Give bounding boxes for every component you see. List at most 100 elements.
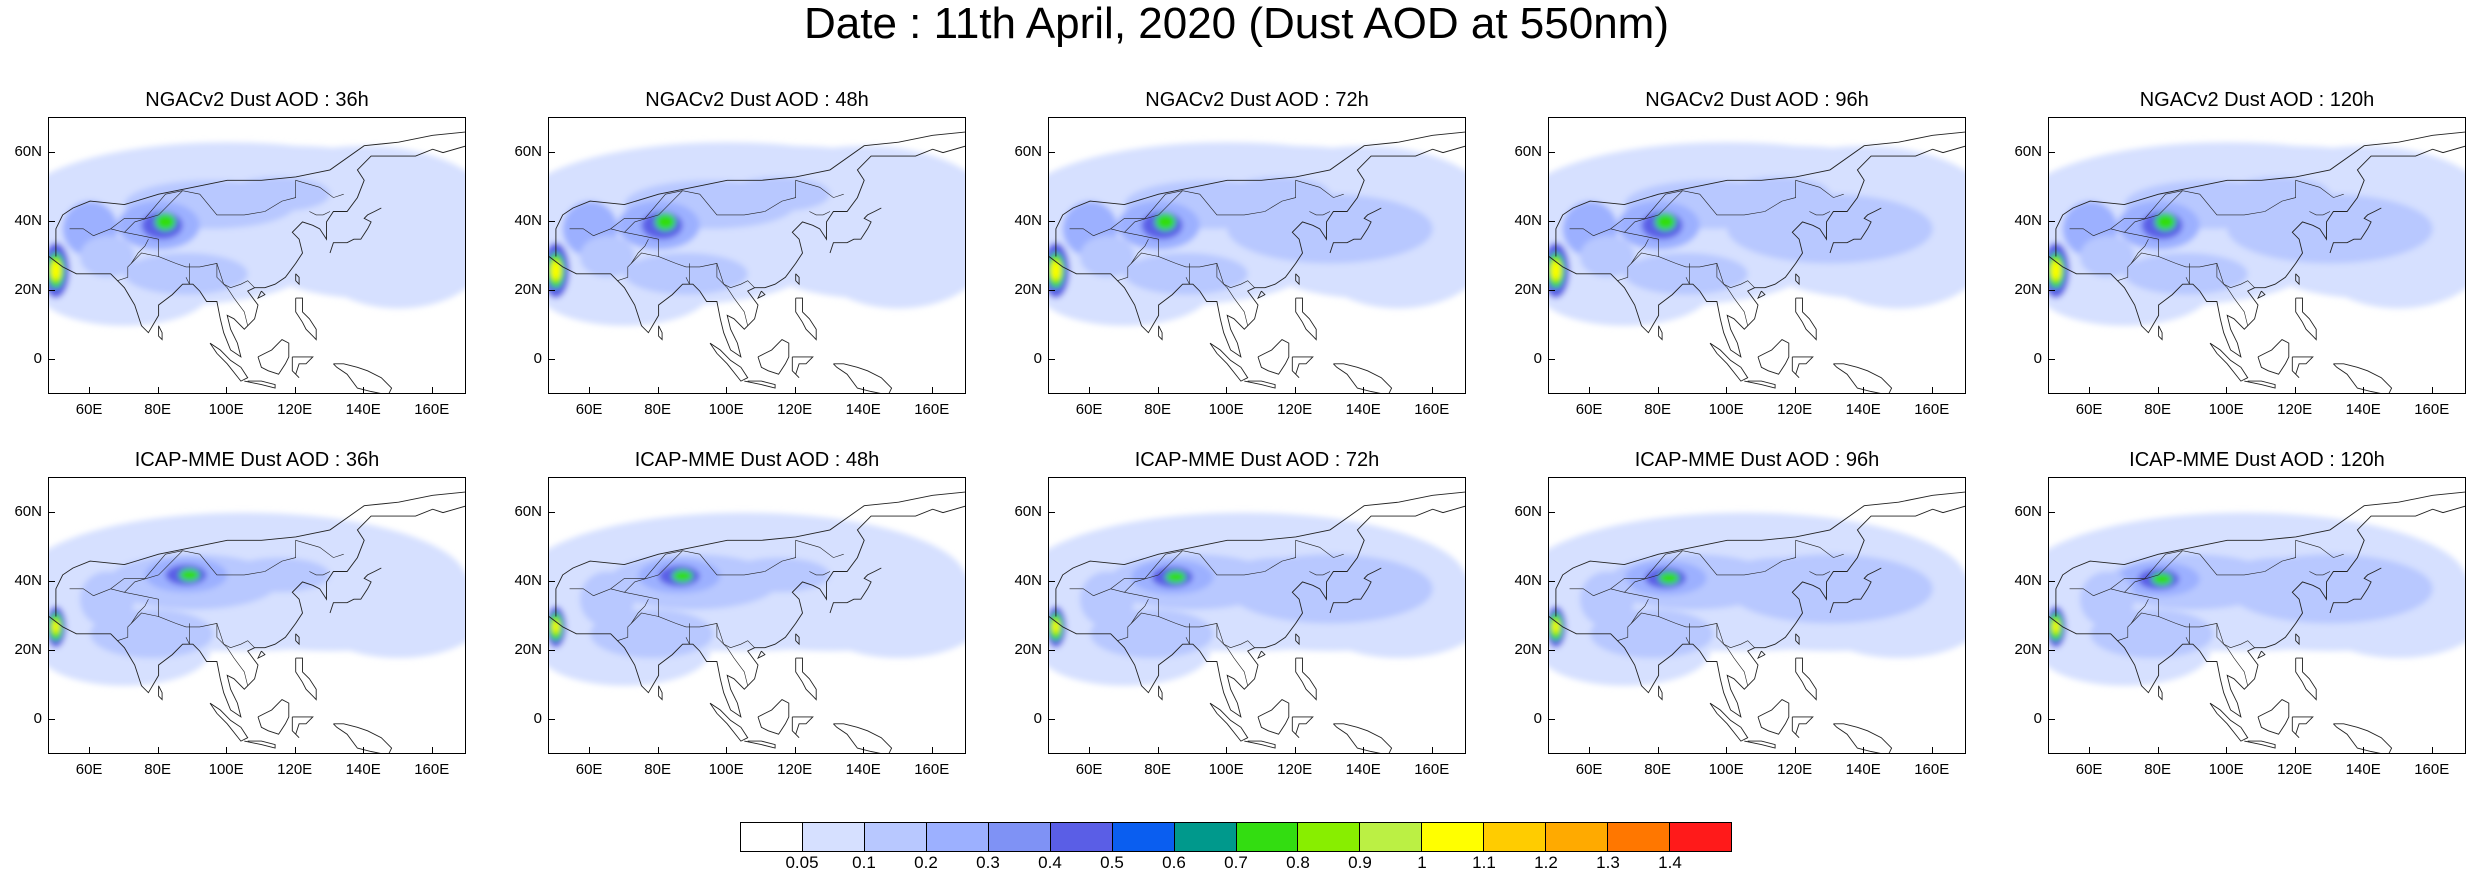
country-border — [93, 228, 255, 289]
country-border — [1593, 228, 1755, 289]
x-tick-label: 140E — [345, 761, 381, 778]
x-tick — [589, 387, 591, 394]
colorbar-box — [741, 823, 803, 851]
colorbar-box — [1422, 823, 1485, 851]
country-border — [1309, 571, 1331, 576]
country-border — [185, 263, 190, 285]
panel-title: ICAP-MME Dust AOD : 120h — [2129, 449, 2385, 471]
y-tick-label: 20N — [514, 641, 542, 659]
coastline — [295, 273, 300, 286]
country-border — [569, 588, 594, 596]
dust-aod-map — [2049, 491, 2465, 753]
country-border — [716, 263, 748, 326]
coastline — [2209, 342, 2249, 382]
dust-aod-map — [49, 491, 465, 753]
country-border — [124, 179, 344, 233]
country-border — [130, 599, 149, 624]
x-tick — [1863, 387, 1865, 394]
aod-blob — [2227, 194, 2433, 264]
country-border — [593, 228, 755, 289]
country-border — [1216, 263, 1248, 326]
coastline — [257, 650, 266, 660]
coastline — [2257, 699, 2290, 735]
y-tick — [1548, 511, 1555, 513]
x-tick — [431, 387, 433, 394]
x-tick-label: 100E — [1708, 761, 1744, 778]
x-tick — [1089, 747, 1091, 754]
y-tick — [1548, 719, 1555, 721]
country-border — [2069, 588, 2094, 596]
dust-aod-map — [1549, 491, 1965, 753]
y-tick-label: 60N — [2014, 142, 2042, 160]
country-border — [1716, 623, 1748, 686]
map-frame — [2048, 117, 2466, 394]
coastline — [333, 723, 393, 753]
aod-field — [549, 142, 965, 326]
coastline — [1049, 505, 1465, 718]
coastline — [555, 131, 965, 257]
y-tick — [48, 290, 55, 292]
coastline — [1257, 339, 1290, 375]
aod-blob — [1655, 213, 1676, 231]
x-tick-label: 100E — [2208, 401, 2244, 418]
y-tick-label: 0 — [1533, 350, 1542, 368]
coastline — [1829, 567, 1882, 614]
aod-blob — [1579, 571, 1635, 627]
x-tick-label: 60E — [75, 401, 103, 418]
y-tick-label: 40N — [2014, 211, 2042, 229]
coastline — [1795, 297, 1817, 341]
x-tick-label: 100E — [2208, 761, 2244, 778]
colorbar-box — [1546, 823, 1609, 851]
y-tick — [1548, 220, 1555, 222]
panel-title: ICAP-MME Dust AOD : 36h — [134, 449, 380, 471]
y-tick — [2048, 719, 2055, 721]
dust-aod-map — [549, 131, 965, 393]
panel-title: NGACv2 Dust AOD : 120h — [2139, 89, 2375, 111]
coastline — [55, 491, 465, 617]
country-border — [309, 571, 331, 576]
x-tick-label: 60E — [2075, 401, 2103, 418]
panel-title: ICAP-MME Dust AOD : 72h — [1134, 449, 1380, 471]
aod-blob — [1550, 259, 1561, 281]
country-border — [1809, 571, 1831, 576]
coastline — [1555, 491, 1965, 617]
x-tick-label: 60E — [1575, 401, 1603, 418]
coastline — [333, 363, 393, 393]
y-tick — [548, 220, 555, 222]
x-tick-label: 160E — [914, 761, 950, 778]
aod-field — [2049, 142, 2465, 326]
aod-blob — [727, 557, 830, 593]
y-tick-label: 0 — [2033, 350, 2042, 368]
x-tick — [1726, 747, 1728, 754]
y-tick-label: 20N — [14, 281, 42, 299]
y-tick — [548, 151, 555, 153]
x-tick-label: 80E — [644, 401, 671, 418]
y-tick-label: 20N — [514, 281, 542, 299]
x-tick-label: 120E — [1277, 761, 1313, 778]
colorbar-label: 0.2 — [914, 853, 938, 872]
y-tick — [2048, 511, 2055, 513]
country-border — [2130, 239, 2149, 264]
country-border — [1216, 623, 1248, 686]
aod-blob — [124, 253, 248, 295]
aod-blob — [1079, 235, 1135, 278]
country-border — [110, 190, 183, 230]
y-tick-label: 0 — [33, 350, 42, 368]
coastline — [757, 339, 790, 375]
coastline — [55, 131, 465, 257]
coastline — [1295, 633, 1300, 646]
coastline — [1757, 339, 1790, 375]
y-tick-label: 0 — [33, 710, 42, 728]
colorbar-box — [988, 823, 1051, 851]
aod-blob — [1165, 570, 1187, 584]
colorbar-box — [802, 823, 865, 851]
x-tick-label: 80E — [1644, 761, 1671, 778]
aod-field — [1049, 512, 1465, 686]
y-tick — [48, 719, 55, 721]
x-tick-label: 60E — [575, 761, 603, 778]
x-tick — [863, 747, 865, 754]
coastline — [549, 145, 965, 358]
aod-blob — [50, 259, 61, 281]
country-border — [610, 550, 683, 590]
y-tick-label: 0 — [1033, 350, 1042, 368]
